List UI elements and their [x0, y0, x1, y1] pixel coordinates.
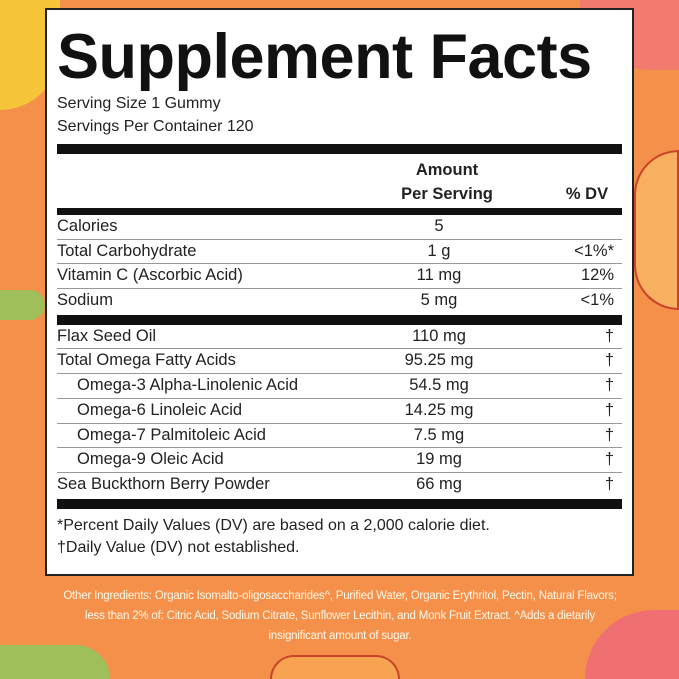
- fruit-illustration: [634, 150, 679, 310]
- footnote-not-established: †Daily Value (DV) not established.: [57, 538, 300, 556]
- nutrient-row: Sea Buckthorn Berry Powder 66 mg †: [57, 473, 622, 497]
- nutrient-dv: †: [604, 450, 614, 469]
- divider-bar: [57, 498, 622, 509]
- amount-header-1: Amount: [415, 161, 479, 179]
- nutrient-name: Omega-7 Palmitoleic Acid: [77, 425, 266, 444]
- nutrient-amount: 11 mg: [416, 266, 462, 285]
- nutrient-dv: †: [604, 400, 614, 419]
- nutrient-amount: 1 g: [427, 241, 451, 260]
- nutrient-name: Total Omega Fatty Acids: [57, 351, 236, 370]
- supplement-facts-panel: Supplement Facts Serving Size 1 Gummy Se…: [45, 8, 634, 576]
- nutrient-dv: <1%: [580, 291, 614, 310]
- servings-per-container: Servings Per Container 120: [57, 118, 254, 135]
- footnote-dv: *Percent Daily Values (DV) are based on …: [57, 516, 490, 534]
- leaf-illustration: [0, 290, 45, 320]
- nutrient-dv: †: [604, 425, 614, 444]
- divider-bar: [57, 314, 622, 325]
- nutrient-group-1: Calories 5 Total Carbohydrate 1 g <1%* Vitami…: [57, 215, 622, 313]
- nutrient-row: Omega-6 Linoleic Acid 14.25 mg †: [57, 399, 622, 424]
- amount-header-2: Per Serving: [401, 185, 493, 203]
- panel-title: Supplement Facts: [57, 22, 592, 92]
- nutrient-dv: †: [604, 474, 614, 493]
- nutrient-amount: 95.25 mg: [404, 351, 474, 370]
- nutrient-amount: 7.5 mg: [413, 425, 465, 444]
- nutrient-dv: †: [604, 326, 614, 345]
- nutrient-amount: 5: [434, 217, 444, 235]
- nutrient-group-2: Flax Seed Oil 110 mg † Total Omega Fatty Ac…: [57, 325, 622, 497]
- nutrient-row: Omega-9 Oleic Acid 19 mg †: [57, 448, 622, 473]
- nutrient-amount: 19 mg: [416, 450, 462, 469]
- nutrient-row: Sodium 5 mg <1%: [57, 289, 622, 313]
- serving-size: Serving Size 1 Gummy: [57, 95, 221, 112]
- nutrient-name: Sea Buckthorn Berry Powder: [57, 474, 270, 493]
- nutrient-row: Calories 5: [57, 215, 622, 240]
- nutrient-amount: 66 mg: [416, 474, 462, 493]
- nutrient-dv: †: [604, 376, 614, 395]
- nutrient-row: Omega-3 Alpha-Linolenic Acid 54.5 mg †: [57, 374, 622, 399]
- nutrient-name: Total Carbohydrate: [57, 241, 197, 260]
- nutrient-row: Vitamin C (Ascorbic Acid) 11 mg 12%: [57, 264, 622, 290]
- nutrient-row: Total Carbohydrate 1 g <1%*: [57, 240, 622, 265]
- nutrient-dv: <1%*: [574, 241, 614, 260]
- nutrient-amount: 110 mg: [412, 326, 466, 345]
- divider-bar: [57, 208, 622, 215]
- nutrient-name: Flax Seed Oil: [57, 326, 157, 345]
- other-ingredients: Other Ingredients: Organic Isomalto-olig…: [63, 590, 617, 642]
- nutrient-amount: 54.5 mg: [409, 376, 469, 395]
- nutrient-row: Flax Seed Oil 110 mg †: [57, 325, 622, 350]
- nutrient-dv: †: [604, 351, 614, 370]
- nutrient-name: Omega-3 Alpha-Linolenic Acid: [77, 376, 299, 395]
- fruit-illustration: [270, 655, 400, 679]
- nutrient-row: Omega-7 Palmitoleic Acid 7.5 mg †: [57, 424, 622, 449]
- nutrient-dv: 12%: [580, 266, 614, 285]
- divider-bar: [57, 144, 622, 154]
- column-header: Amount Per Serving % DV: [57, 154, 622, 208]
- nutrient-amount: 5 mg: [420, 291, 458, 310]
- nutrient-row: Total Omega Fatty Acids 95.25 mg †: [57, 349, 622, 375]
- nutrient-name: Omega-6 Linoleic Acid: [77, 400, 243, 419]
- nutrient-amount: 14.25 mg: [404, 400, 474, 419]
- dv-header: % DV: [565, 185, 609, 203]
- nutrient-dv: [544, 215, 622, 239]
- leaf-illustration: [0, 645, 110, 679]
- nutrient-name: Calories: [57, 217, 118, 235]
- nutrient-name: Vitamin C (Ascorbic Acid): [57, 266, 243, 285]
- nutrient-name: Omega-9 Oleic Acid: [77, 450, 224, 469]
- nutrient-name: Sodium: [57, 291, 113, 310]
